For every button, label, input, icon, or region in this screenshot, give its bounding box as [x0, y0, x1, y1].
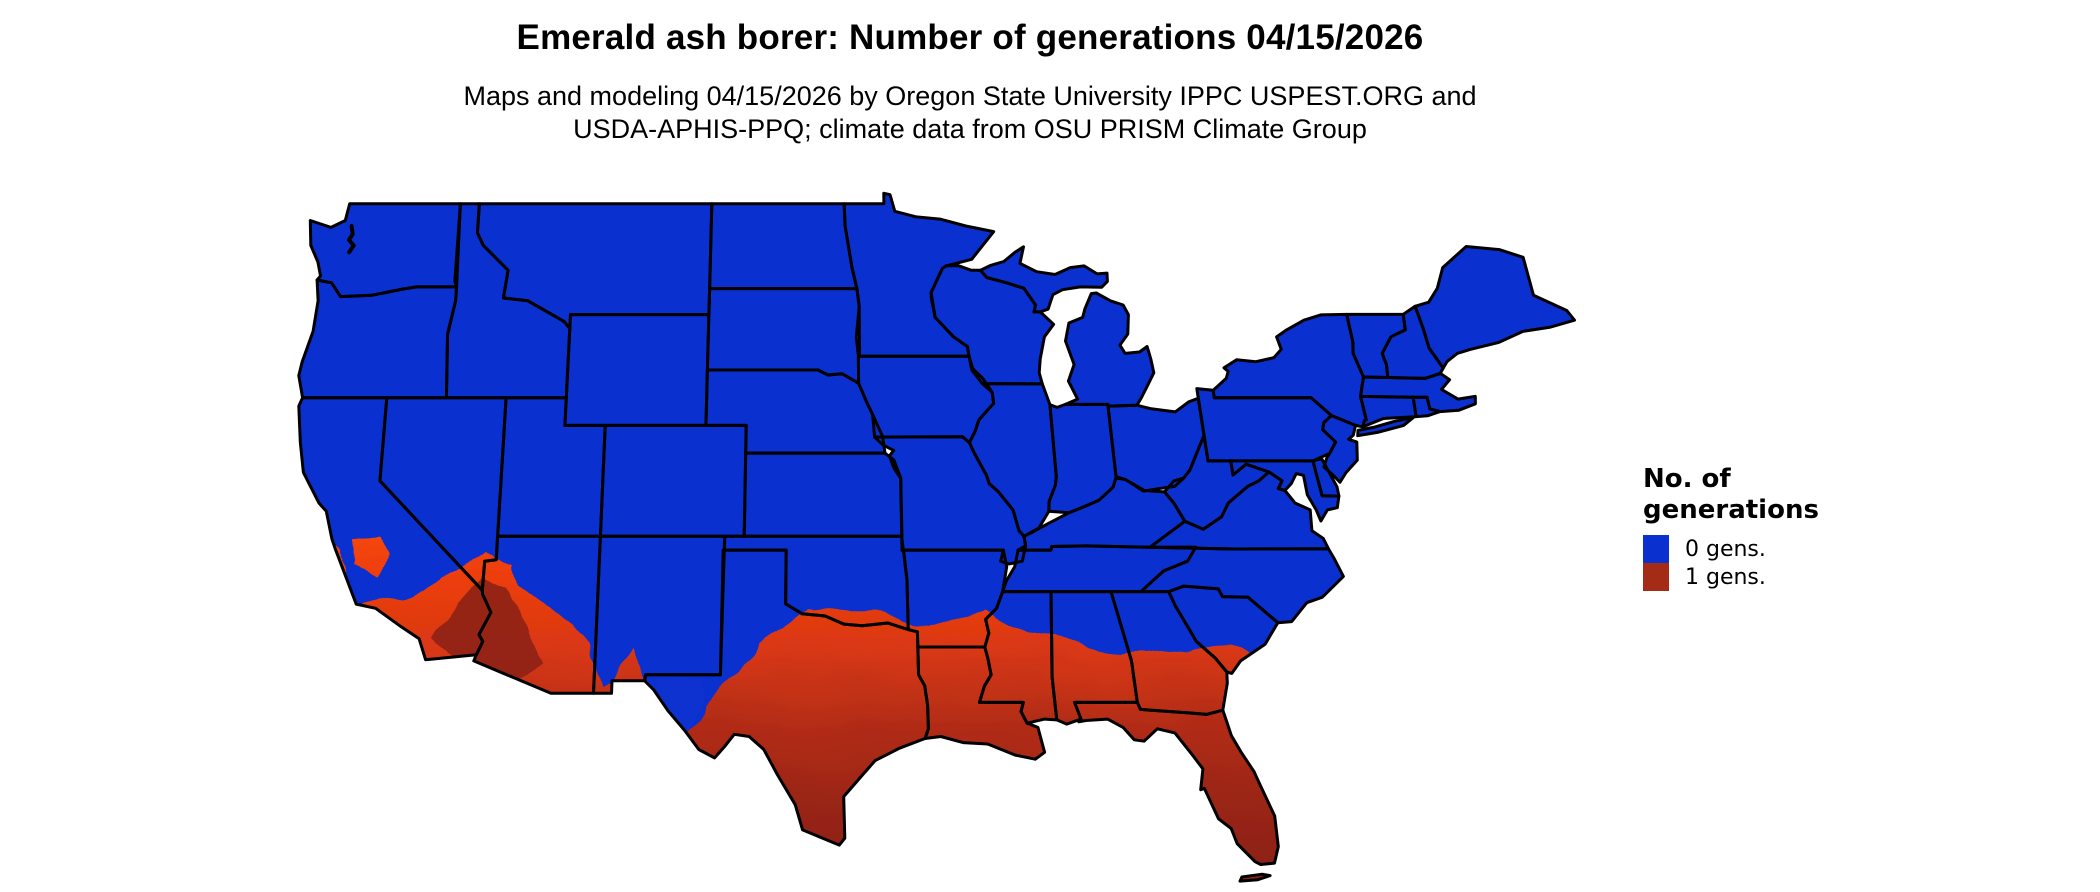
legend-swatch-0-gens-icon [1643, 535, 1669, 563]
legend-swatch-1-gens-icon [1643, 563, 1669, 591]
title-block: Emerald ash borer: Number of generations… [0, 18, 1940, 146]
legend-label-0-gens: 0 gens. [1685, 536, 1766, 562]
legend: No. of generations 0 gens. 1 gens. [1643, 464, 1973, 591]
subtitle-line-2: USDA-APHIS-PPQ; climate data from OSU PR… [573, 114, 1367, 144]
legend-item-1-gens: 1 gens. [1643, 563, 1973, 591]
state-borders [297, 191, 1576, 883]
page-title: Emerald ash borer: Number of generations… [516, 18, 1424, 57]
subtitle-line-1: Maps and modeling 04/15/2026 by Oregon S… [463, 81, 1477, 111]
legend-items: 0 gens. 1 gens. [1643, 535, 1973, 591]
legend-label-1-gens: 1 gens. [1685, 564, 1766, 590]
legend-title: No. of generations [1643, 464, 1819, 525]
subtitle: Maps and modeling 04/15/2026 by Oregon S… [0, 80, 1940, 146]
map-zero-gen-region [298, 193, 1575, 882]
legend-item-0-gens: 0 gens. [1643, 535, 1973, 563]
